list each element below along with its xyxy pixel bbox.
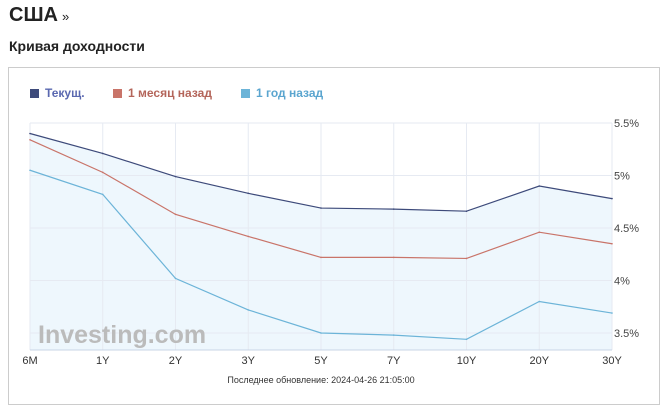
data-point: [101, 152, 104, 155]
legend-item-month[interactable]: 1 месяц назад: [113, 86, 212, 100]
more-link[interactable]: »: [61, 9, 70, 24]
x-tick-label: 30Y: [602, 355, 622, 367]
data-point: [320, 332, 322, 334]
legend-swatch: [30, 88, 39, 98]
data-point: [101, 193, 104, 196]
data-point: [465, 338, 468, 341]
data-point: [611, 242, 613, 245]
y-tick-label: 5%: [614, 171, 630, 183]
x-tick-label: 6M: [22, 355, 37, 367]
country-title[interactable]: США»: [9, 4, 69, 27]
data-point: [247, 235, 250, 238]
x-tick-label: 7Y: [387, 355, 401, 367]
y-tick-label: 5.5%: [614, 118, 639, 130]
legend-label: 1 год назад: [256, 86, 324, 100]
data-point: [465, 257, 468, 260]
x-tick-label: 10Y: [457, 355, 477, 367]
data-point: [611, 197, 613, 200]
last-updated: Последнее обновление: 2024-04-26 21:05:0…: [227, 375, 414, 385]
country-name: США: [9, 4, 58, 26]
y-tick-label: 4.5%: [614, 223, 639, 235]
data-point: [392, 208, 395, 210]
legend-swatch: [113, 88, 122, 98]
y-tick-label: 4%: [614, 276, 630, 288]
y-tick-label: 3.5%: [614, 328, 639, 340]
data-point: [392, 256, 395, 259]
data-point: [29, 139, 31, 141]
data-point: [174, 277, 177, 280]
data-point: [247, 192, 250, 195]
data-point: [174, 175, 177, 178]
data-point: [247, 309, 250, 311]
data-point: [465, 210, 468, 212]
data-point: [611, 312, 613, 314]
data-point: [29, 132, 31, 135]
data-point: [320, 256, 322, 259]
x-tick-label: 20Y: [529, 355, 549, 367]
legend-swatch: [241, 88, 250, 98]
data-point: [174, 213, 177, 216]
legend-label: 1 месяц назад: [128, 86, 212, 100]
x-tick-label: 5Y: [314, 355, 328, 367]
data-point: [392, 334, 395, 336]
legend-item-current[interactable]: Текущ.: [30, 86, 85, 100]
section-title: Кривая доходности: [9, 38, 145, 54]
data-point: [538, 300, 541, 303]
data-point: [538, 231, 541, 233]
chart-container: [8, 67, 660, 405]
data-point: [320, 207, 322, 209]
data-point: [29, 169, 31, 172]
legend-item-year[interactable]: 1 год назад: [241, 86, 323, 100]
legend-label: Текущ.: [45, 86, 85, 100]
investing-logo: Investing.com: [38, 321, 206, 349]
data-point: [101, 171, 104, 174]
x-tick-label: 2Y: [169, 355, 183, 367]
x-tick-label: 1Y: [96, 355, 110, 367]
data-point: [538, 185, 541, 187]
x-tick-label: 3Y: [242, 355, 256, 367]
